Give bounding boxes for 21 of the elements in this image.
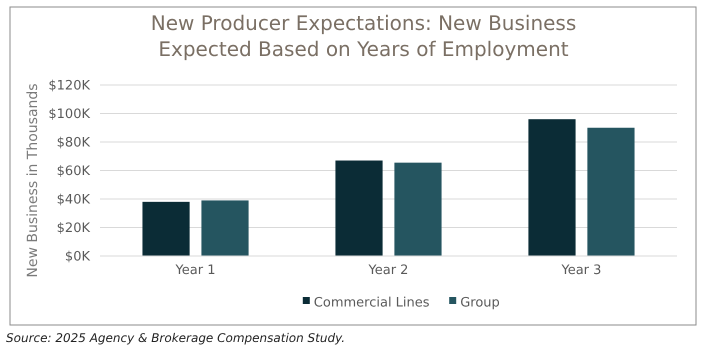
bar — [335, 160, 383, 256]
source-note: Source: 2025 Agency & Brokerage Compensation Study. — [6, 331, 346, 345]
y-tick-label: $120K — [48, 78, 90, 94]
legend-label: Group — [460, 296, 500, 311]
y-tick-label: $80K — [56, 136, 90, 151]
x-tick-label: Year 3 — [560, 263, 602, 278]
y-tick-label: $0K — [64, 250, 90, 265]
x-tick-label: Year 1 — [174, 263, 216, 278]
x-tick-label: Year 2 — [368, 263, 408, 278]
y-tick-label: $60K — [56, 164, 90, 180]
bar — [528, 119, 576, 256]
bar — [587, 128, 635, 256]
y-axis-title: New Business in Thousands — [25, 83, 41, 278]
y-tick-label: $40K — [56, 192, 90, 208]
y-tick-label: $100K — [48, 107, 90, 122]
bar — [394, 162, 442, 256]
legend-label: Commercial Lines — [314, 296, 430, 311]
y-tick-label: $20K — [56, 221, 90, 236]
chart-title: New Producer Expectations: New Business Expected Based on Years of Employment — [150, 11, 576, 61]
bar — [201, 200, 249, 256]
bar — [142, 202, 190, 256]
